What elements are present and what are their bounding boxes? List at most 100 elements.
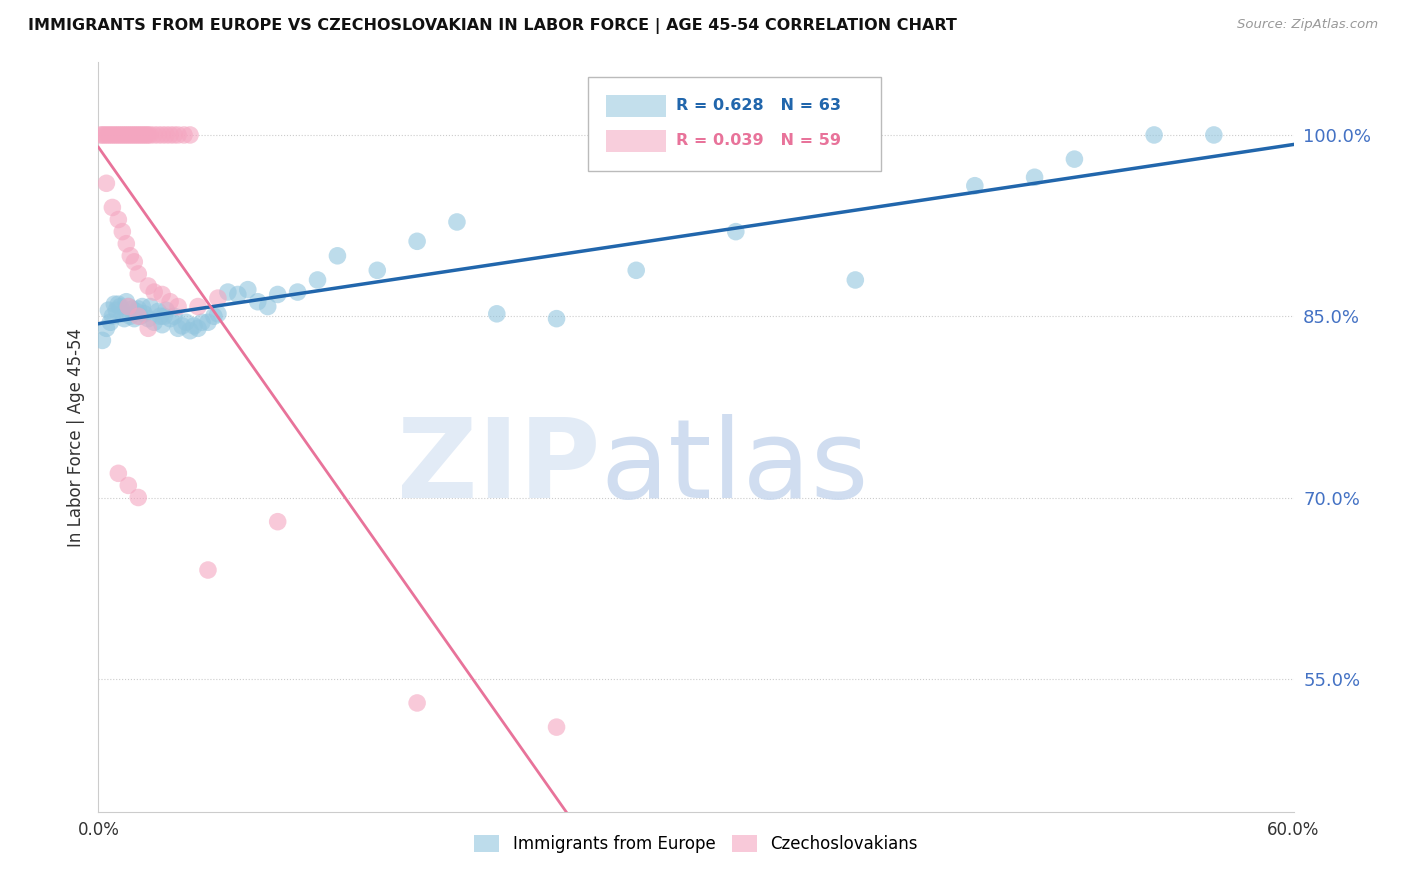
Point [163, 128, 186, 142]
Legend: Immigrants from Europe, Czechoslovakians: Immigrants from Europe, Czechoslovakians [468, 828, 924, 860]
FancyBboxPatch shape [606, 95, 666, 117]
Point [1063, 152, 1085, 166]
Point [96, 128, 118, 142]
Point [187, 300, 209, 314]
Text: Source: ZipAtlas.com: Source: ZipAtlas.com [1237, 18, 1378, 31]
Point [121, 128, 143, 142]
Point [136, 279, 159, 293]
Point [150, 128, 173, 142]
Text: atlas: atlas [600, 414, 869, 521]
Point [485, 307, 508, 321]
Text: R = 0.039   N = 59: R = 0.039 N = 59 [676, 133, 841, 148]
Point [173, 128, 195, 142]
Point [107, 212, 129, 227]
Point [131, 300, 153, 314]
Point [963, 178, 986, 193]
Point [127, 301, 149, 316]
Point [97, 303, 120, 318]
Point [101, 310, 124, 324]
Point [406, 696, 429, 710]
Point [167, 300, 190, 314]
Point [183, 318, 205, 333]
Point [159, 294, 181, 309]
Point [91, 128, 114, 142]
Point [127, 128, 149, 142]
Point [127, 491, 149, 505]
Point [101, 128, 124, 142]
Text: R = 0.628   N = 63: R = 0.628 N = 63 [676, 97, 841, 112]
Point [143, 128, 166, 142]
Point [129, 310, 152, 324]
Point [115, 294, 138, 309]
Point [136, 128, 159, 142]
Point [120, 310, 142, 324]
Point [202, 310, 225, 324]
Point [91, 334, 114, 348]
Point [103, 297, 125, 311]
Point [172, 318, 194, 333]
Point [236, 283, 259, 297]
Point [135, 128, 157, 142]
Point [187, 321, 209, 335]
Point [167, 128, 190, 142]
Point [120, 128, 142, 142]
Point [134, 307, 156, 321]
Point [844, 273, 866, 287]
Point [143, 315, 166, 329]
Point [107, 297, 129, 311]
Point [105, 303, 128, 318]
Point [246, 294, 269, 309]
Point [117, 300, 139, 314]
Point [197, 563, 219, 577]
Point [287, 285, 309, 299]
Point [120, 249, 142, 263]
Point [115, 236, 138, 251]
Point [207, 307, 229, 321]
Point [103, 128, 125, 142]
Point [117, 128, 139, 142]
Point [136, 321, 159, 335]
Point [366, 263, 388, 277]
Point [148, 128, 170, 142]
Point [129, 128, 152, 142]
Point [159, 128, 181, 142]
Point [150, 318, 173, 332]
Point [256, 300, 278, 314]
Point [143, 285, 166, 299]
Point [127, 267, 149, 281]
Point [197, 315, 219, 329]
Point [111, 307, 134, 321]
Point [96, 321, 118, 335]
Point [111, 225, 134, 239]
Point [179, 324, 201, 338]
Point [159, 311, 181, 326]
Point [179, 128, 201, 142]
FancyBboxPatch shape [606, 130, 666, 153]
Point [124, 255, 146, 269]
Point [724, 225, 747, 239]
Point [112, 311, 135, 326]
Point [98, 315, 122, 329]
Point [117, 300, 139, 314]
Point [93, 128, 115, 142]
Point [136, 311, 159, 326]
Point [626, 263, 648, 277]
FancyBboxPatch shape [589, 78, 882, 171]
Point [124, 311, 146, 326]
Point [115, 128, 138, 142]
Point [167, 321, 190, 335]
Point [98, 128, 122, 142]
Point [546, 311, 568, 326]
Point [97, 128, 120, 142]
Point [174, 315, 197, 329]
Point [406, 235, 429, 249]
Point [125, 304, 148, 318]
Point [105, 128, 128, 142]
Point [96, 176, 118, 190]
Point [139, 300, 162, 314]
Point [226, 287, 249, 301]
Text: ZIP: ZIP [396, 414, 600, 521]
Point [131, 128, 153, 142]
Point [150, 287, 173, 301]
Point [546, 720, 568, 734]
